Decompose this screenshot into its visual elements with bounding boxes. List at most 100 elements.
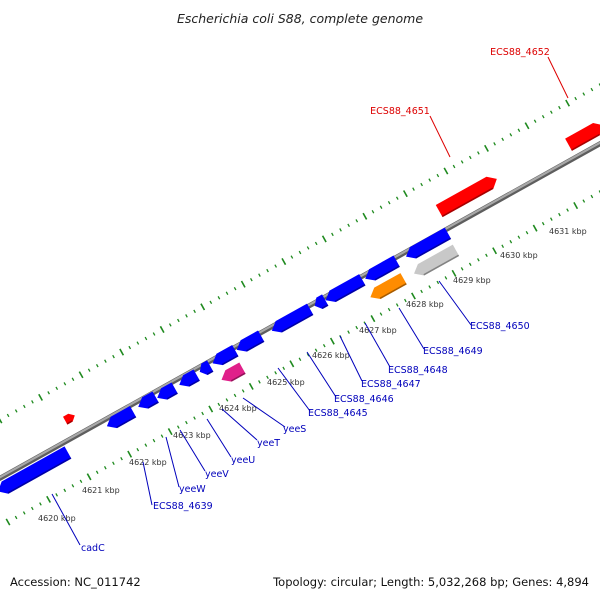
tick-mark [501,137,505,142]
leader-line [179,429,206,472]
gene-shape [325,274,366,303]
gene-shape [199,360,214,375]
tick-mark [524,122,530,130]
tick-mark [79,479,83,484]
gene-ecs88-4649 [365,255,400,281]
tick-mark [38,393,43,401]
tick-mark [258,380,261,384]
gene-labels: ECS88_4651 ECS88_4652 cadC ECS88_4639 yeeW ye… [51,47,569,554]
scale-tick-label: 4624 kbp [219,404,257,413]
tick-mark [95,470,99,474]
gene-shape [370,273,407,300]
tick-mark [282,366,286,371]
tick-mark [167,428,173,436]
tick-mark [517,128,521,132]
tick-mark [493,142,496,146]
tick-mark [590,194,594,199]
scale-tick-label: 4621 kbp [82,486,120,495]
tick-mark [71,377,75,381]
tick-mark [201,411,204,416]
gene-shape [414,244,460,276]
tick-mark [266,268,269,273]
scale-tick-label: 4623 kbp [173,431,211,440]
gene-ecs88-4651 [435,176,497,218]
tick-mark [477,258,480,262]
inner-tick-track [5,190,600,526]
tick-mark [14,409,18,413]
label-ecs88-4646: ECS88_4646 [306,351,394,405]
tick-mark [87,368,91,372]
gene-shape [0,446,72,494]
gene-ecs88-4647 [314,294,329,309]
tick-mark [314,241,318,246]
tick-mark [225,398,229,402]
tick-mark [104,359,107,363]
gene-cadc [0,446,72,494]
gene-ecs88-4639 [106,406,137,429]
tick-mark [298,250,302,255]
tick-mark [460,267,464,271]
gene-edge [66,420,73,425]
tick-mark [525,230,529,235]
gene-shape [221,362,246,382]
label-ecs88-4649: ECS88_4649 [398,307,483,357]
label-ecs88-4652: ECS88_4652 [490,47,569,99]
tick-mark [177,318,180,323]
tick-mark [200,303,206,311]
tick-mark [420,289,423,294]
tick-mark [451,269,457,277]
gene-edge [571,133,600,151]
tick-mark [159,325,165,333]
tick-mark [541,221,545,226]
gene-label-text: ECS88_4639 [153,501,213,512]
gene-yeeu [179,369,200,387]
gene-shape [236,330,265,352]
tick-mark [55,493,59,497]
gene-yees [212,344,239,366]
tick-mark [412,187,415,191]
leader-line [242,397,286,428]
gene-edge [335,284,366,303]
tick-mark [248,382,254,390]
label-yeew: yeeW [165,436,206,495]
gene-edge [230,372,246,382]
tick-mark [217,296,221,300]
tick-mark [209,300,213,305]
tick-mark [428,178,432,182]
gene-edge [246,340,265,352]
tick-mark [298,357,302,361]
tick-mark [370,315,376,323]
tick-mark [411,292,416,300]
tick-mark [533,119,537,123]
label-ecs88-4647: ECS88_4647 [339,335,421,390]
tick-mark [168,323,172,327]
tick-mark [6,413,10,418]
scale-tick-label: 4627 kbp [359,326,397,335]
leader-line [306,351,337,398]
leader-line [206,418,232,458]
gene-yeew [138,391,159,409]
gene-shape [314,294,329,309]
map-title: Escherichia coli S88, complete genome [177,11,423,26]
tick-mark [112,461,115,465]
leader-line [51,493,81,546]
gene-label-text: yeeV [205,469,229,480]
gene-edge [379,283,407,300]
tick-mark [112,354,115,359]
tick-mark [501,244,505,248]
tick-mark [321,235,327,243]
tick-mark [0,418,3,424]
tick-mark [404,298,407,303]
gene-label-text: ECS88_4646 [334,394,394,405]
leader-line [277,367,311,412]
tick-mark [492,247,498,255]
tick-mark [582,92,586,96]
tick-mark [78,371,84,379]
tick-mark [274,371,277,375]
tick-mark [329,337,335,345]
gene-shape [179,369,200,387]
label-yeev: yeeV [179,429,229,480]
tick-mark [379,205,383,209]
gene-track [0,123,600,494]
tick-mark [144,336,148,341]
